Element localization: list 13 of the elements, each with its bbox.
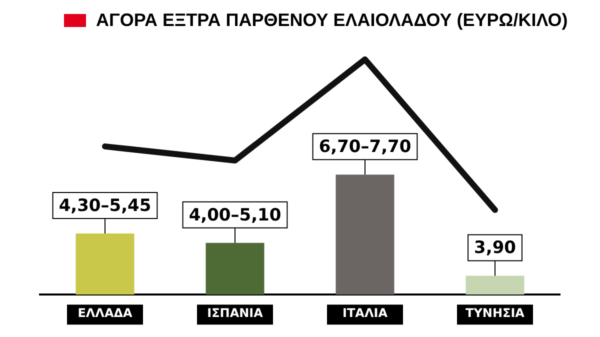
chart-title: ΑΓΟΡΑ ΕΞΤΡΑ ΠΑΡΘΕΝΟΥ ΕΛΑΙΟΛΑΔΟΥ (ΕΥΡΩ/ΚΙΛΟ) [96,10,568,30]
annotation: 6,70–7,70 [318,137,412,158]
x-tick-label: ΤΥΝΗΣΙΑ [466,306,526,320]
bar [336,174,394,295]
bar [76,233,134,295]
x-tick-label: ΙΤΑΛΙΑ [342,306,388,320]
x-tick-label: ΕΛΛΑΔΑ [78,306,134,320]
annotation: 4,30–5,45 [58,196,152,216]
bar [206,242,264,295]
annotation: 3,90 [474,238,516,258]
annotation: 4,00–5,10 [188,205,282,226]
x-tick-label: ΙΣΠΑΝΙΑ [207,306,264,320]
bar [466,276,524,295]
